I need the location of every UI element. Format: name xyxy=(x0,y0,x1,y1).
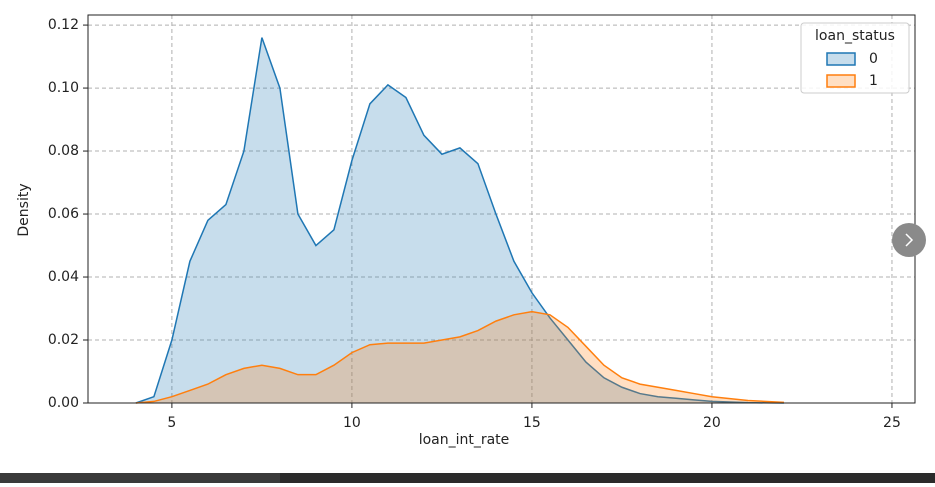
next-button[interactable] xyxy=(892,223,926,257)
legend-title: loan_status xyxy=(815,28,895,44)
y-tick-label: 0.10 xyxy=(48,80,79,96)
y-axis-label: Density xyxy=(16,183,32,236)
x-tick-label: 25 xyxy=(883,415,901,431)
density-line xyxy=(135,37,784,404)
y-tick-label: 0.12 xyxy=(48,17,79,33)
y-tick-label: 0.04 xyxy=(48,269,79,285)
y-tick-label: 0.02 xyxy=(48,332,79,348)
legend: loan_status 0 1 xyxy=(800,22,910,94)
density-line xyxy=(135,310,784,404)
legend-label: 0 xyxy=(869,51,878,67)
legend-label: 1 xyxy=(869,73,878,89)
legend-swatch xyxy=(826,74,856,88)
y-tick-label: 0.06 xyxy=(48,206,79,222)
y-tick-label: 0.00 xyxy=(48,395,79,411)
x-tick-label: 10 xyxy=(343,415,361,431)
x-axis-label: loan_int_rate xyxy=(419,432,510,448)
legend-swatch xyxy=(826,52,856,66)
taskbar-tabs xyxy=(0,473,280,483)
density-area xyxy=(135,37,784,403)
taskbar xyxy=(0,473,935,483)
y-tick-label: 0.08 xyxy=(48,143,79,159)
x-tick-label: 5 xyxy=(167,415,176,431)
x-tick-label: 20 xyxy=(703,415,721,431)
density-area xyxy=(135,311,784,403)
x-tick-label: 15 xyxy=(523,415,541,431)
plot-frame xyxy=(87,14,916,404)
next-icon xyxy=(905,233,914,247)
